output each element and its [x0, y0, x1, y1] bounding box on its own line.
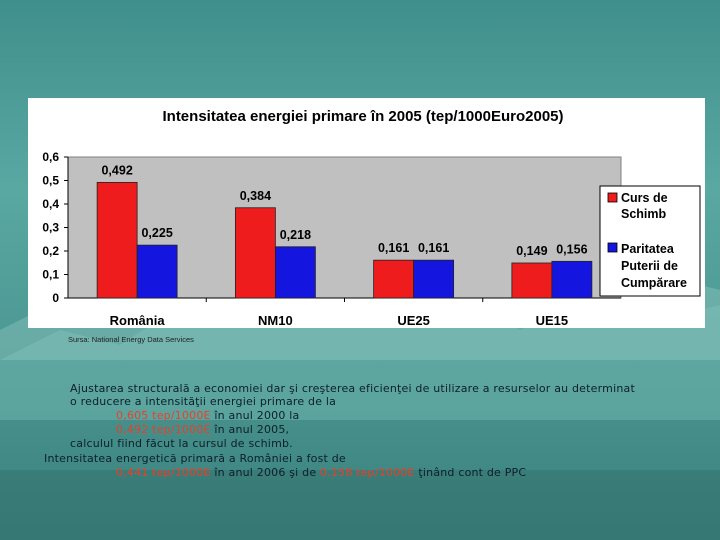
data-label: 0,161 [378, 241, 409, 255]
text-line-7-rest: ţinând cont de PPC [414, 466, 527, 479]
y-tick-label: 0,2 [42, 244, 59, 258]
bar-curs-de-schimb [234, 207, 276, 299]
source-note: Sursa: National Energy Data Services [68, 335, 194, 344]
data-label: 0,384 [240, 189, 271, 203]
text-line-6: Intensitatea energetică primară a Români… [44, 452, 346, 465]
y-tick-label: 0 [52, 291, 59, 305]
y-tick-label: 0,5 [42, 174, 59, 188]
legend-swatch-paritate [607, 242, 618, 253]
y-tick-label: 0,1 [42, 268, 59, 282]
value-ppc: 0,158 tep/1000E [319, 466, 415, 479]
bar-paritate [551, 260, 593, 299]
value-2005: 0,492 tep/1000E [116, 423, 211, 436]
data-labels: 0,492 0,225 0,384 0,218 0,161 0,161 0,149 0,156 [101, 163, 587, 258]
data-label: 0,225 [141, 226, 172, 240]
data-label: 0,149 [516, 244, 547, 258]
text-line-5: calculul fiind făcut la cursul de schimb… [70, 437, 293, 450]
y-tick-label: 0,6 [42, 150, 59, 164]
text-line-4-rest: în anul 2005, [210, 423, 290, 436]
bar-paritate [413, 259, 455, 299]
x-category-label: UE15 [536, 313, 569, 328]
bars [96, 181, 593, 299]
data-label: 0,492 [101, 163, 132, 177]
legend: Curs de Schimb Paritatea Puterii de Cump… [599, 185, 701, 297]
text-line-4: 0,492 tep/1000E în anul 2005, [116, 423, 289, 436]
legend-label-curs: Curs de Schimb [621, 191, 671, 221]
text-line-3: 0,605 tep/1000E în anul 2000 la [116, 409, 299, 422]
x-category-label: UE25 [397, 313, 430, 328]
data-label: 0,156 [556, 242, 587, 256]
text-line-7-mid: în anul 2006 şi de [210, 466, 320, 479]
text-line-7: 0,441 tep/1000E în anul 2006 şi de 0,158… [116, 466, 526, 479]
y-tick-label: 0,4 [42, 197, 59, 211]
bar-curs-de-schimb [96, 181, 138, 299]
y-tick-label: 0,3 [42, 221, 59, 235]
bar-curs-de-schimb [511, 262, 553, 299]
legend-label-paritate: Paritatea Puterii de Cumpărare [621, 242, 687, 290]
bar-curs-de-schimb [373, 259, 415, 299]
text-line-3-rest: în anul 2000 la [210, 409, 300, 422]
bar-paritate [274, 246, 316, 299]
legend-swatch-curs [607, 192, 618, 203]
x-category-label: NM10 [258, 313, 293, 328]
data-label: 0,161 [418, 241, 449, 255]
x-category-label: România [110, 313, 166, 328]
value-2006: 0,441 tep/1000E [116, 466, 211, 479]
chart-title: Intensitatea energiei primare în 2005 (t… [162, 108, 563, 125]
bar-paritate [136, 244, 178, 299]
text-line-2: o reducere a intensităţii energiei prima… [70, 395, 337, 408]
text-line-1: Ajustarea structurală a economiei dar şi… [70, 382, 635, 395]
x-axis-categories: România NM10 UE25 UE15 [110, 298, 568, 328]
data-label: 0,218 [280, 228, 311, 242]
value-2000: 0,605 tep/1000E [116, 409, 211, 422]
